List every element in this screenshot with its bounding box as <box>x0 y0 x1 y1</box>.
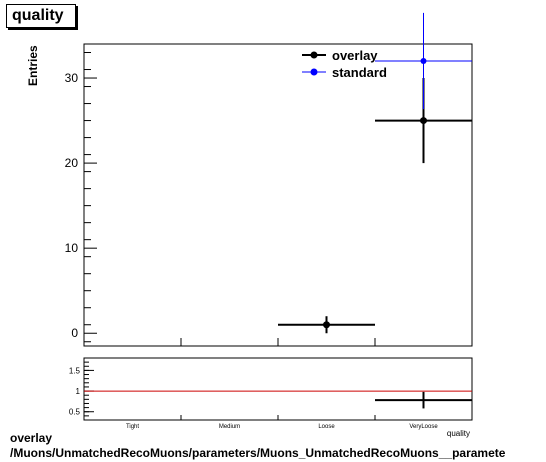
x-category-label: VeryLoose <box>409 424 438 430</box>
legend-marker-standard <box>310 68 318 76</box>
data-point-standard <box>420 58 427 65</box>
data-point-overlay <box>323 321 330 329</box>
main-plot: 0 10 20 30 Entries overlay standard <box>26 12 473 347</box>
x-category-label: Loose <box>318 424 335 430</box>
histogram-title: quality <box>6 4 76 28</box>
y-axis-title: Entries <box>26 45 40 86</box>
legend-label-overlay: overlay <box>332 48 378 63</box>
y-tick-label: 0 <box>71 326 78 340</box>
x-axis-title: quality <box>447 429 470 438</box>
x-category-label: Medium <box>219 424 240 430</box>
y-tick-label: 20 <box>65 156 79 170</box>
ratio-y-tick-label: 1.5 <box>69 366 81 375</box>
data-point-overlay <box>420 117 427 125</box>
legend-marker-overlay <box>310 51 318 59</box>
footer-path: /Muons/UnmatchedRecoMuons/parameters/Muo… <box>10 446 506 460</box>
y-tick-label: 30 <box>65 71 79 85</box>
ratio-y-tick-label: 0.5 <box>69 408 81 417</box>
ratio-frame <box>83 357 473 421</box>
x-category-label: Tight <box>126 424 139 430</box>
y-tick-label: 10 <box>65 241 79 255</box>
main-frame <box>83 43 473 347</box>
ratio-y-tick-label: 1 <box>76 387 81 396</box>
legend-label-standard: standard <box>332 65 387 80</box>
ratio-plot: 0.5 1 1.5 Tight Medium Loose VeryLoose quality <box>69 357 473 438</box>
footer-label: overlay <box>10 431 53 445</box>
